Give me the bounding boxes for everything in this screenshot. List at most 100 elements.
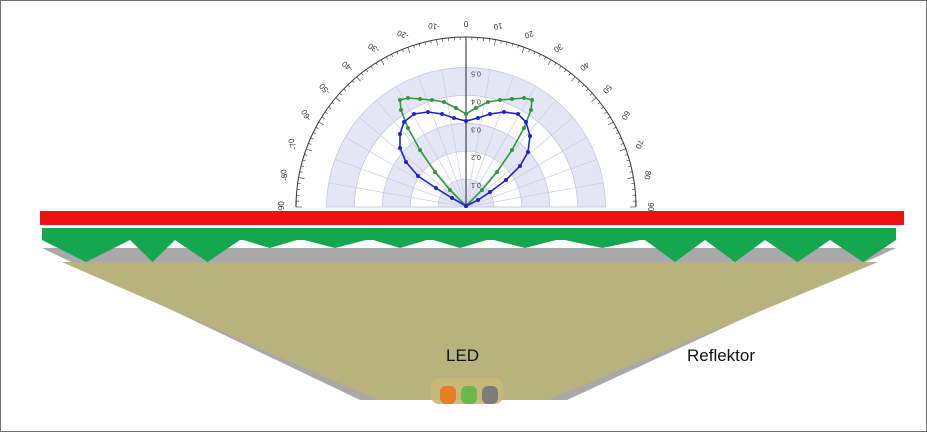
polar-tick [554, 62, 557, 66]
polar-tick [310, 137, 314, 140]
series-green-point [418, 97, 422, 101]
series-green-point [529, 108, 533, 112]
series-blue-point [426, 110, 430, 114]
series-green-point [510, 97, 514, 101]
polar-spoke [465, 69, 491, 208]
polar-angle-label: 10 [492, 21, 503, 32]
prism-tooth [175, 239, 240, 262]
polar-tick [365, 69, 369, 73]
series-blue-point [476, 116, 480, 120]
polar-tick [324, 111, 328, 114]
led-label: LED [446, 346, 480, 365]
polar-tick [424, 41, 426, 46]
polar-tick [335, 97, 341, 102]
prism-tooth [765, 239, 830, 262]
polar-tick [597, 102, 601, 105]
series-green-point [454, 106, 458, 110]
polar-chart: 0 10 20 30 40 50 60 70 80 90 -10 -20 -30 -40 -50 -60 -70… [277, 19, 655, 213]
polar-tick [494, 39, 496, 46]
polar-tick [361, 72, 364, 76]
polar-tick [528, 49, 530, 53]
polar-radial-label: 0.4 [471, 97, 481, 104]
reflector-label: Reflektor [687, 346, 756, 365]
series-blue-point [402, 120, 406, 124]
polar-angle-label: 40 [578, 60, 591, 73]
series-blue-point [398, 132, 402, 136]
polar-tick [620, 143, 624, 145]
polar-tick [298, 177, 305, 179]
polar-tick [533, 51, 536, 55]
polar-tick [339, 93, 343, 96]
polar-tick [308, 143, 312, 145]
polar-spoke [465, 75, 514, 208]
series-blue-point [504, 178, 508, 182]
series-green-point [486, 100, 490, 104]
polar-tick [328, 106, 332, 110]
series-green-point [480, 188, 484, 192]
polar-angle-label: 20 [523, 29, 535, 41]
prism-film [42, 228, 896, 262]
polar-radial-label: 0.3 [471, 125, 481, 132]
series-green-point [399, 108, 403, 112]
polar-tick [563, 69, 567, 73]
series-blue-point [526, 150, 530, 154]
polar-tick [430, 40, 432, 44]
series-green-point [398, 98, 402, 102]
polar-tick [607, 116, 611, 119]
polar-tick [352, 80, 355, 84]
polar-tick [629, 171, 633, 173]
polar-tick [391, 54, 394, 58]
polar-tick [517, 45, 519, 49]
polar-tick [304, 154, 308, 156]
series-green-point [448, 188, 452, 192]
series-green-point [530, 98, 534, 102]
polar-tick [375, 62, 378, 66]
polar-spoke [359, 117, 467, 208]
polar-tick [370, 65, 373, 69]
polar-angle-label: 30 [552, 42, 565, 55]
polar-tick [315, 126, 319, 129]
series-blue-point [412, 112, 416, 116]
led-die-green [461, 386, 477, 404]
polar-spoke [396, 86, 467, 208]
series-blue-point [488, 190, 492, 194]
series-green-point [430, 98, 434, 102]
series-blue-point [476, 198, 480, 202]
polar-radial-label: 0.2 [471, 153, 481, 160]
led-chip-icon [431, 378, 503, 404]
polar-tick [302, 159, 306, 162]
led-die-gray [482, 386, 498, 404]
series-green-point [474, 106, 478, 110]
polar-ticks [296, 37, 636, 208]
polar-angle-label: 50 [601, 83, 614, 96]
polar-tick [559, 65, 562, 69]
prism-tooth-small [240, 239, 300, 248]
series-blue-point [464, 204, 468, 208]
polar-angle-label: 70 [633, 138, 645, 150]
polar-tick [589, 93, 593, 96]
polar-radial-label: 0.5 [471, 70, 481, 77]
prism-tooth-small [300, 239, 370, 248]
series-green-point [406, 126, 410, 130]
polar-tick [600, 106, 604, 110]
series-blue-point [434, 186, 438, 190]
polar-tick [626, 159, 630, 162]
polar-tick [571, 76, 576, 82]
series-blue-curve [398, 110, 532, 208]
polar-angle-label: -20 [395, 28, 409, 41]
series-green-point [498, 98, 502, 102]
polar-tick [500, 40, 502, 44]
series-blue-point [440, 112, 444, 116]
series-green-point [442, 100, 446, 104]
polar-angle-label: -50 [317, 81, 332, 96]
polar-tick [380, 59, 385, 66]
polar-tick [547, 59, 552, 66]
polar-spoke [345, 137, 467, 208]
prism-tooth-small [560, 239, 645, 248]
polar-spoke [465, 182, 604, 208]
polar-tick [436, 39, 438, 46]
polar-tick [300, 165, 305, 167]
diffuser-red-bar [40, 211, 904, 225]
series-green-point [433, 170, 437, 174]
